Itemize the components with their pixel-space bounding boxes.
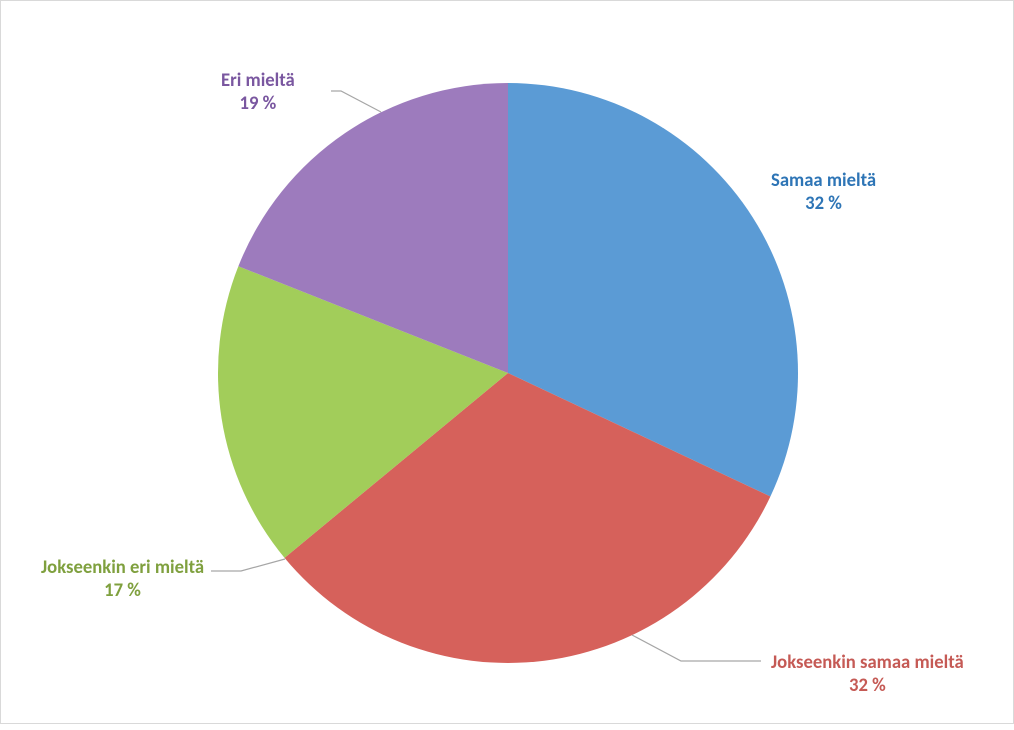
pie-slice-label: Jokseenkin samaa mieltä32 % — [771, 651, 964, 698]
slice-percent: 19 % — [221, 92, 295, 115]
slice-percent: 32 % — [771, 192, 876, 215]
pie-svg — [1, 1, 1014, 725]
pie-slice-label: Eri mieltä19 % — [221, 69, 295, 116]
slice-name: Eri mieltä — [221, 69, 295, 92]
slice-name: Samaa mieltä — [771, 169, 876, 192]
pie-chart: Samaa mieltä32 %Jokseenkin samaa mieltä3… — [1, 1, 1013, 723]
pie-slice-label: Samaa mieltä32 % — [771, 169, 876, 216]
slice-name: Jokseenkin samaa mieltä — [771, 651, 964, 674]
slice-percent: 32 % — [771, 674, 964, 697]
slice-name: Jokseenkin eri mieltä — [41, 556, 204, 579]
pie-slice-label: Jokseenkin eri mieltä17 % — [41, 556, 204, 603]
slice-percent: 17 % — [41, 579, 204, 602]
pie-chart-frame: Samaa mieltä32 %Jokseenkin samaa mieltä3… — [0, 0, 1014, 724]
